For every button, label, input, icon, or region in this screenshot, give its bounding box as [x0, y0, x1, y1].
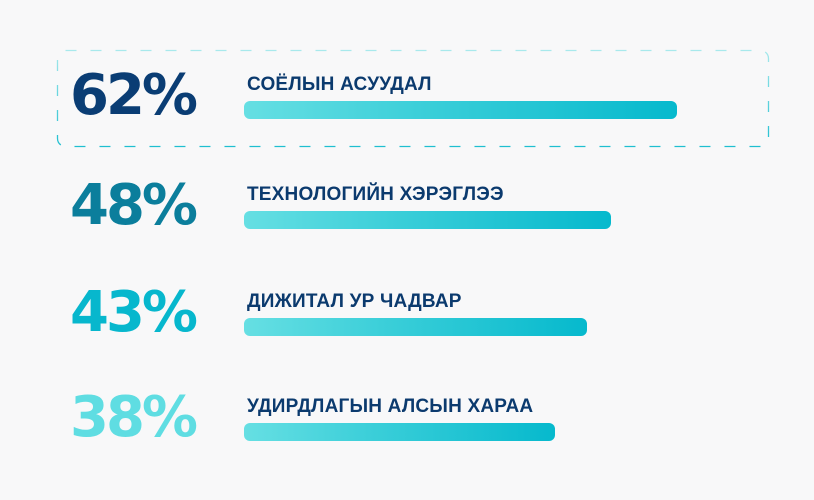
progress-bar [244, 423, 555, 441]
progress-bar [244, 318, 587, 336]
progress-bar [244, 101, 677, 119]
percent-value: 43% [70, 280, 198, 345]
percent-value: 62% [70, 63, 198, 128]
stat-row-culture: 62% СОЁЛЫН АСУУДАЛ [0, 68, 814, 148]
stat-label: УДИРДЛАГЫН АЛСЫН ХАРАА [247, 396, 534, 417]
stat-label: ТЕХНОЛОГИЙН ХЭРЭГЛЭЭ [247, 184, 504, 205]
percent-value: 48% [70, 173, 198, 238]
stat-row-leadership-vision: 38% УДИРДЛАГЫН АЛСЫН ХАРАА [0, 390, 814, 470]
stat-label: СОЁЛЫН АСУУДАЛ [247, 74, 432, 95]
stat-label: ДИЖИТАЛ УР ЧАДВАР [247, 291, 462, 312]
stat-row-digital-skills: 43% ДИЖИТАЛ УР ЧАДВАР [0, 285, 814, 365]
progress-bar [244, 211, 611, 229]
percent-value: 38% [70, 385, 198, 450]
stat-row-technology: 48% ТЕХНОЛОГИЙН ХЭРЭГЛЭЭ [0, 178, 814, 258]
